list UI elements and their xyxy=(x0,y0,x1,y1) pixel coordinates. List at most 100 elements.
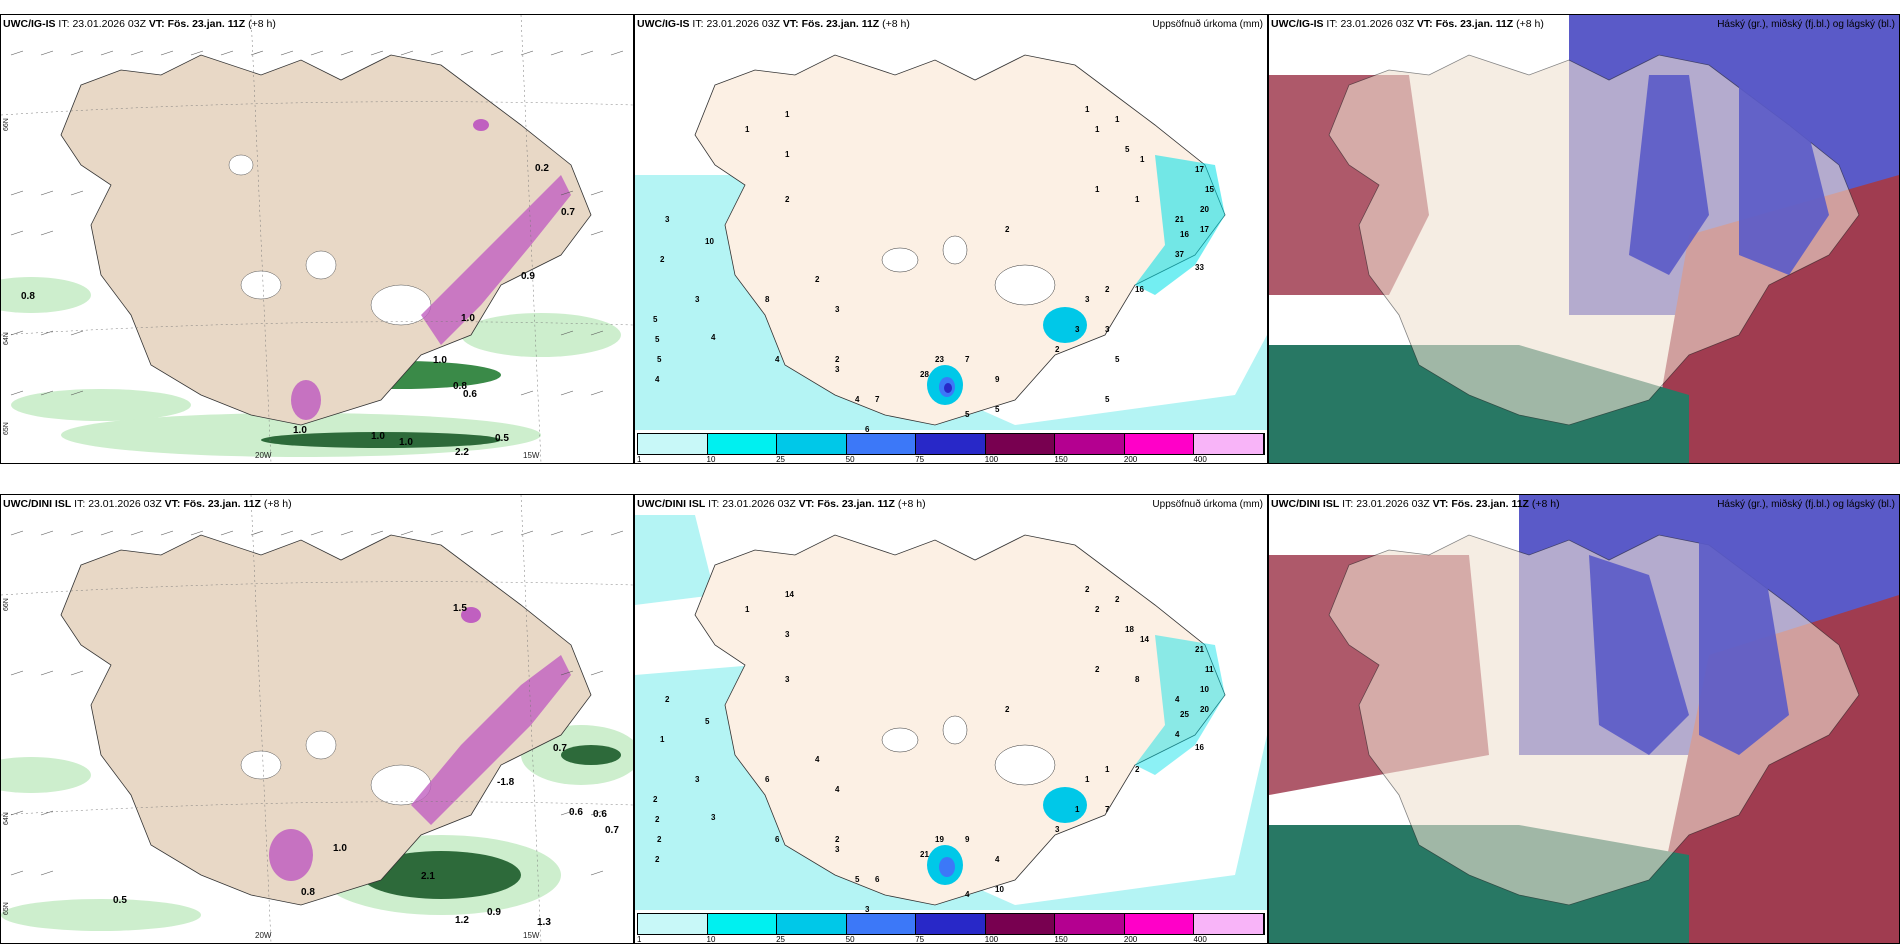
precip-value: 3 xyxy=(695,775,700,784)
precip-value: 17 xyxy=(1200,225,1209,234)
colorbar-tick-label: 1 xyxy=(637,935,642,944)
precip-value: 8 xyxy=(1135,675,1140,684)
precip-value: 5 xyxy=(855,875,860,884)
precip-value: 3 xyxy=(785,675,790,684)
colorbar-tick-label: 75 xyxy=(915,935,925,944)
wind-label: 1.0 xyxy=(461,313,475,324)
precip-value: 2 xyxy=(1055,345,1060,354)
colorbar-swatch xyxy=(707,434,778,454)
lead-time: (+8 h) xyxy=(248,18,276,30)
precip-value: 17 xyxy=(1195,165,1204,174)
precip-value: 2 xyxy=(657,835,662,844)
precip-value: 4 xyxy=(995,855,1000,864)
vt-label: VT: xyxy=(798,498,815,510)
panel-header: UWC/DINI ISL IT: 23.01.2026 03Z VT: Fös.… xyxy=(1271,498,1560,510)
colorbar-swatch xyxy=(1194,434,1264,454)
precip-value: 3 xyxy=(1075,325,1080,334)
colorbar-tick-label: 100 xyxy=(984,935,999,944)
colorbar-tick-label: 400 xyxy=(1193,935,1207,944)
model-name: UWC/DINI ISL xyxy=(1271,498,1340,510)
precip-value: 21 xyxy=(1175,215,1184,224)
precip-value: 6 xyxy=(765,775,770,784)
precip-value: 20 xyxy=(1200,705,1209,714)
colorbar-tick-label: 10 xyxy=(706,455,716,464)
lead-time: (+8 h) xyxy=(263,498,292,510)
precip-value: 5 xyxy=(705,717,710,726)
colorbar-tick-label: 150 xyxy=(1054,935,1068,944)
wind-label: 0.7 xyxy=(561,207,575,218)
colorbar-labels: 1 10 25 50 75 100 150 200 400 xyxy=(637,935,1263,944)
cloud-panel-ig: UWC/IG-IS IT: 23.01.2026 03Z VT: Fös. 23… xyxy=(1268,14,1900,464)
lat-label: 64N xyxy=(3,812,10,825)
colorbar-labels: 1 10 25 50 75 100 150 200 400 xyxy=(637,455,1263,464)
wind-label: 0.2 xyxy=(535,163,549,174)
it-label: IT: xyxy=(58,18,70,30)
wind-label: 1.0 xyxy=(293,425,307,436)
precip-value: 4 xyxy=(1175,730,1180,739)
colorbar-swatch xyxy=(1124,914,1195,934)
precip-value: 3 xyxy=(1085,295,1090,304)
precip-value: 14 xyxy=(785,590,794,599)
colorbar xyxy=(637,913,1265,935)
wind-label: 0.7 xyxy=(553,743,567,754)
precip-value: 15 xyxy=(1205,185,1214,194)
colorbar-swatch xyxy=(985,914,1056,934)
colorbar-tick-label: 75 xyxy=(915,455,925,464)
colorbar-tick-label: 25 xyxy=(776,935,786,944)
colorbar-swatch xyxy=(846,914,917,934)
precip-value: 3 xyxy=(785,630,790,639)
vt-label: VT: xyxy=(1416,18,1433,30)
precip-value: 10 xyxy=(705,237,714,246)
wind-label: 0.5 xyxy=(495,433,509,444)
wind-label: 0.9 xyxy=(487,907,501,918)
it-label: IT: xyxy=(708,498,720,510)
lat-label: 66N xyxy=(3,598,10,611)
precip-value: 1 xyxy=(785,110,790,119)
precip-value: 5 xyxy=(657,355,662,364)
precip-value: 25 xyxy=(1180,710,1189,719)
precip-value: 2 xyxy=(1105,285,1110,294)
colorbar-swatch xyxy=(916,914,986,934)
precip-title: Uppsöfnuð úrkoma (mm) xyxy=(1152,499,1263,510)
precip-value: 4 xyxy=(855,395,860,404)
it-value: 23.01.2026 03Z xyxy=(722,498,796,510)
precip-value: 1 xyxy=(1075,805,1080,814)
precip-value: 3 xyxy=(665,215,670,224)
model-name: UWC/DINI ISL xyxy=(637,498,706,510)
precip-value: 2 xyxy=(1085,585,1090,594)
cloud-title: Háský (gr.), miðský (fj.bl.) og lágský (… xyxy=(1717,499,1895,510)
lead-time: (+8 h) xyxy=(882,18,910,30)
colorbar-swatch xyxy=(777,914,847,934)
wind-label: 0.6 xyxy=(569,807,583,818)
wind-label: 1.3 xyxy=(537,917,551,928)
wind-label: 2.2 xyxy=(455,447,469,458)
wind-label: 0.5 xyxy=(113,895,127,906)
wind-label: 1.2 xyxy=(455,915,469,926)
precip-value: 2 xyxy=(815,275,820,284)
model-name: UWC/DINI ISL xyxy=(3,498,72,510)
colorbar-swatch xyxy=(638,914,708,934)
panel-header: UWC/IG-IS IT: 23.01.2026 03Z VT: Fös. 23… xyxy=(3,18,276,30)
precip-title: Uppsöfnuð úrkoma (mm) xyxy=(1152,19,1263,30)
colorbar-tick-label: 400 xyxy=(1193,455,1207,464)
colorbar-tick-label: 50 xyxy=(845,935,855,944)
wind-label: 0.7 xyxy=(605,825,619,836)
panel-header: UWC/IG-IS IT: 23.01.2026 03Z VT: Fös. 23… xyxy=(637,18,910,30)
precip-panel-dini: UWC/DINI ISL IT: 23.01.2026 03Z VT: Fös.… xyxy=(634,494,1268,944)
precip-value: 7 xyxy=(875,395,880,404)
precip-value: 6 xyxy=(865,425,870,434)
lat-label: 66N xyxy=(3,118,10,131)
precip-value: 1 xyxy=(660,735,665,744)
it-value: 23.01.2026 03Z xyxy=(706,18,780,30)
precip-panel-ig: UWC/IG-IS IT: 23.01.2026 03Z VT: Fös. 23… xyxy=(634,14,1268,464)
vt-label: VT: xyxy=(148,18,165,30)
model-name: UWC/IG-IS xyxy=(637,18,690,30)
precip-value: 2 xyxy=(655,815,660,824)
precip-value: 2 xyxy=(1095,605,1100,614)
wind-label: 0.6 xyxy=(593,809,607,820)
vt-value: Fös. 23.jan. 11Z xyxy=(801,18,880,30)
precip-value: 2 xyxy=(1005,225,1010,234)
it-label: IT: xyxy=(692,18,704,30)
lat-label: 64N xyxy=(3,332,10,345)
precip-value: 4 xyxy=(775,355,780,364)
